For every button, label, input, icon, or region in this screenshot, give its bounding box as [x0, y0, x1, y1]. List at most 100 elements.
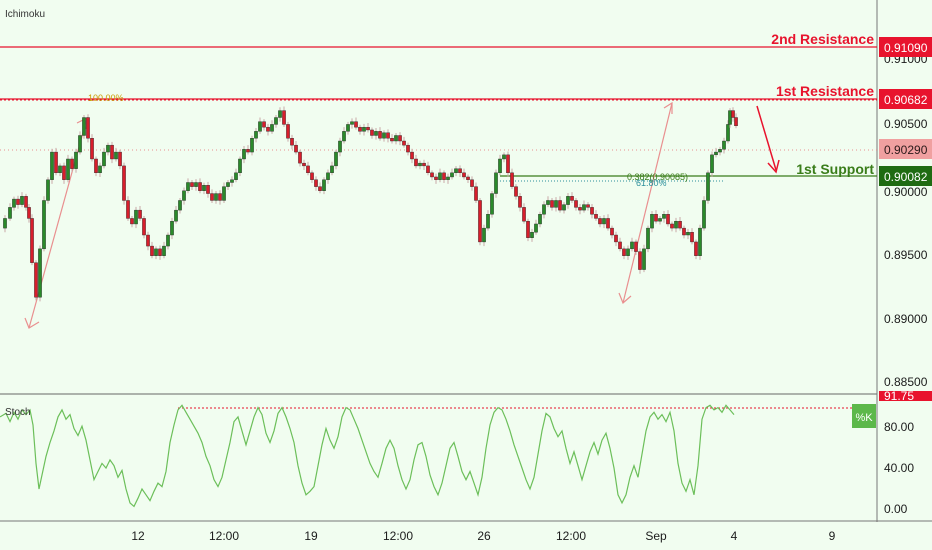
candle — [86, 117, 90, 139]
candle — [102, 151, 106, 167]
support-1-value: 0.90082 — [884, 170, 928, 184]
time-axis[interactable]: 12 12:00 19 12:00 26 12:00 Sep 4 9 — [131, 529, 835, 543]
candle — [558, 200, 562, 211]
candle — [630, 241, 634, 250]
candle — [42, 200, 46, 250]
stoch-tick: 80.00 — [884, 420, 914, 434]
candle — [438, 172, 442, 180]
candle — [614, 234, 618, 243]
arrow-head-icon — [618, 292, 632, 305]
candle — [258, 121, 262, 132]
price-tick: 0.89500 — [884, 248, 928, 262]
candle — [214, 193, 218, 201]
candle — [514, 186, 518, 197]
candle — [402, 140, 406, 146]
candle — [434, 176, 438, 180]
candle — [246, 149, 250, 153]
candle — [662, 214, 666, 219]
candle — [154, 248, 158, 256]
candle — [734, 117, 738, 127]
candle — [182, 190, 186, 201]
candle — [334, 151, 338, 167]
candle — [38, 248, 42, 298]
candle — [90, 138, 94, 160]
candle — [126, 200, 130, 219]
candle — [374, 131, 378, 136]
candle — [538, 214, 542, 225]
candle — [406, 144, 410, 153]
candle — [118, 151, 122, 167]
arrow-head-icon — [24, 317, 40, 329]
candle — [674, 220, 678, 229]
candle — [626, 248, 630, 256]
candle — [606, 218, 610, 229]
candle — [250, 138, 254, 153]
candle — [450, 172, 454, 178]
candle — [66, 158, 70, 180]
candle — [546, 200, 550, 205]
candle — [574, 200, 578, 208]
candle — [430, 172, 434, 178]
candle — [190, 182, 194, 187]
candle — [506, 154, 510, 174]
price-axis[interactable]: 0.91000 0.90500 0.90000 0.89500 0.89000 … — [884, 52, 928, 389]
candle — [622, 248, 626, 256]
candle — [222, 186, 226, 201]
candle — [12, 198, 16, 208]
candle — [478, 200, 482, 243]
candle — [534, 223, 538, 233]
candle — [526, 220, 530, 238]
candle — [130, 218, 134, 225]
candle — [282, 110, 286, 125]
candle — [366, 126, 370, 131]
candle — [690, 232, 694, 243]
candle — [562, 204, 566, 211]
fib-leg-right — [622, 102, 673, 304]
candle — [98, 165, 102, 174]
candle — [286, 124, 290, 139]
candle — [142, 218, 146, 236]
candle — [390, 138, 394, 142]
resistance-2-badge: 0.91090 — [879, 37, 932, 57]
candle — [20, 196, 24, 205]
candle — [446, 176, 450, 180]
candle — [466, 176, 470, 180]
candle — [728, 110, 732, 125]
current-price-badge: 0.90290 — [879, 139, 932, 159]
candle — [666, 214, 670, 225]
indicator-title[interactable]: Ichimoku — [5, 9, 45, 20]
candle — [218, 193, 222, 201]
candle — [694, 241, 698, 256]
candle — [330, 165, 334, 174]
candle — [186, 182, 190, 191]
resistance-2-value: 0.91090 — [884, 41, 928, 55]
candle — [382, 132, 386, 139]
candle — [322, 179, 326, 191]
stoch-axis[interactable]: 91.75 80.00 40.00 0.00 — [879, 389, 932, 516]
candle — [238, 158, 242, 174]
arrow-head-icon — [663, 101, 673, 114]
candle — [342, 131, 346, 142]
time-tick: 19 — [304, 529, 318, 543]
candle — [106, 144, 110, 153]
fib-100-label: 100.00% — [88, 93, 124, 103]
candle — [550, 200, 554, 208]
candle — [731, 110, 735, 118]
candle — [206, 185, 210, 194]
stoch-title[interactable]: Stoch — [5, 407, 31, 418]
candle — [618, 241, 622, 250]
candle — [146, 234, 150, 247]
stoch-k-label: %K — [855, 412, 873, 424]
support-1-badge: 0.90082 — [879, 166, 932, 186]
candle — [718, 149, 722, 153]
candle — [398, 135, 402, 142]
candle — [722, 140, 726, 150]
candle — [462, 172, 466, 178]
stoch-tick: 0.00 — [884, 502, 908, 516]
down-arrow-shaft — [756, 105, 777, 171]
stoch-level-badge — [879, 391, 932, 401]
candle — [350, 121, 354, 125]
candle — [410, 151, 414, 160]
